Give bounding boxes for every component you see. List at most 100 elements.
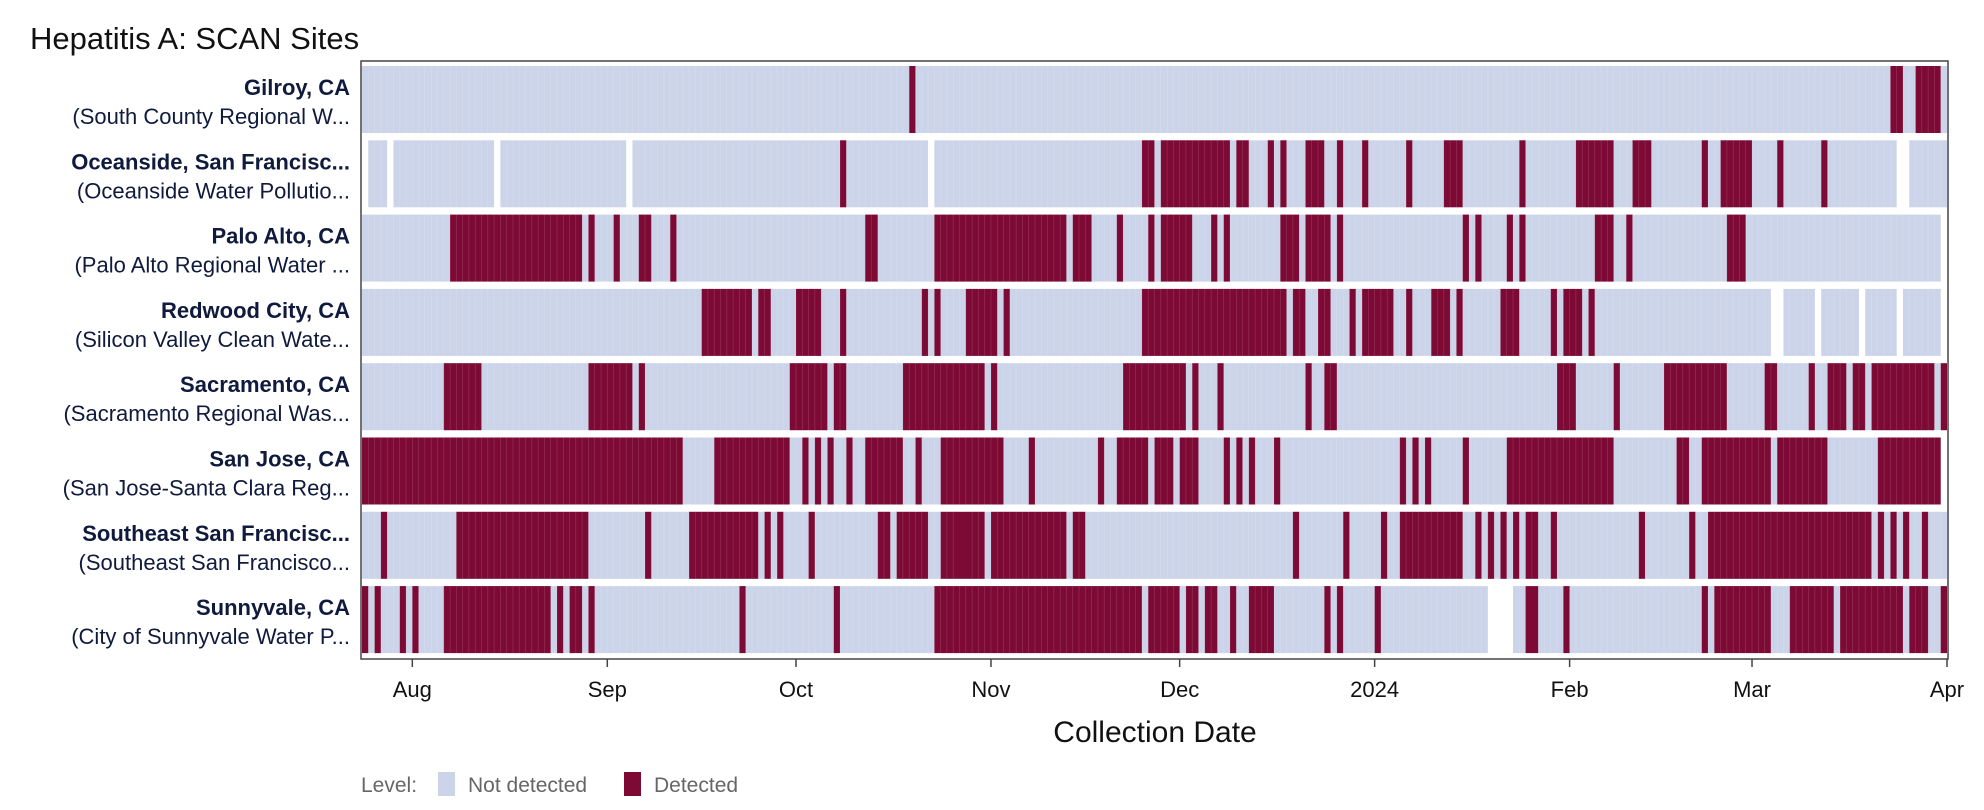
detected-cell xyxy=(569,586,583,654)
detected-cell xyxy=(1519,140,1526,208)
x-tick-label: Aug xyxy=(393,677,432,702)
detected-cell xyxy=(1506,437,1614,505)
detected-cell xyxy=(1550,288,1558,356)
detected-cell xyxy=(638,363,646,431)
x-axis: Aug Sep Oct Nov Dec 2024 Feb Mar Apr xyxy=(393,659,1964,702)
detected-cell xyxy=(1116,214,1124,282)
x-tick-label: Sep xyxy=(588,677,627,702)
detected-cell xyxy=(1940,363,1947,431)
detected-cell xyxy=(1676,437,1690,505)
not-detected-cell xyxy=(362,511,960,579)
detected-cell xyxy=(399,586,407,654)
site-plant-label: (Sacramento Regional Was... xyxy=(63,401,350,426)
detected-cell xyxy=(456,511,589,579)
detected-cell xyxy=(1777,437,1828,505)
detected-cell xyxy=(934,288,941,356)
x-tick-label: 2024 xyxy=(1350,677,1399,702)
detected-cell xyxy=(638,214,652,282)
detected-cell xyxy=(1154,437,1174,505)
detected-cell xyxy=(1406,140,1413,208)
site-row xyxy=(362,288,1941,356)
x-tick-label: Oct xyxy=(779,677,813,702)
not-detected-cell xyxy=(632,140,929,208)
detected-cell xyxy=(1462,437,1469,505)
detected-cell xyxy=(362,437,683,505)
detected-cell xyxy=(362,586,369,654)
site-plant-label: (Oceanside Water Pollutio... xyxy=(77,178,350,203)
detected-cell xyxy=(1217,363,1224,431)
detected-cell xyxy=(1519,214,1526,282)
detected-cell xyxy=(1821,140,1828,208)
detected-cell xyxy=(374,586,381,654)
x-tick-label: Dec xyxy=(1160,677,1199,702)
detected-cell xyxy=(1594,214,1614,282)
detected-cell xyxy=(1557,363,1576,431)
legend-label-detected: Detected xyxy=(654,774,738,797)
site-row xyxy=(362,66,1947,133)
detected-cell xyxy=(1179,437,1199,505)
site-name-label: San Jose, CA xyxy=(209,447,350,472)
not-detected-cell xyxy=(1513,586,1526,654)
site-row xyxy=(362,586,1947,654)
not-detected-cell xyxy=(1902,288,1941,356)
not-detected-cell xyxy=(368,140,388,208)
detected-cell xyxy=(1431,288,1451,356)
detected-cell xyxy=(1764,363,1778,431)
detected-cell xyxy=(802,437,809,505)
detected-cell xyxy=(613,214,620,282)
site-row xyxy=(362,214,1941,282)
legend-label-not-detected: Not detected xyxy=(468,774,587,797)
detected-cell xyxy=(1336,214,1344,282)
detected-cell xyxy=(1380,511,1388,579)
detected-cell xyxy=(1613,363,1620,431)
detected-cell xyxy=(1808,363,1815,431)
detected-cell xyxy=(1500,288,1520,356)
detected-cell xyxy=(1324,363,1337,431)
detected-cell xyxy=(588,214,595,282)
detected-cell xyxy=(833,363,847,431)
site-row xyxy=(362,363,1947,431)
detected-cell xyxy=(1877,437,1941,505)
detected-cell xyxy=(1148,214,1155,282)
detected-cell xyxy=(1902,511,1910,579)
detected-cell xyxy=(701,288,752,356)
detected-cell xyxy=(1726,214,1746,282)
detected-cell xyxy=(556,586,564,654)
detected-cell xyxy=(840,140,847,208)
detected-cell xyxy=(1123,363,1186,431)
detected-cell xyxy=(1777,140,1784,208)
detected-cell xyxy=(846,437,853,505)
x-tick-label: Nov xyxy=(971,677,1010,702)
detected-cell xyxy=(865,214,878,282)
not-detected-cell xyxy=(362,66,1947,133)
detected-cell xyxy=(1412,437,1419,505)
detected-cell xyxy=(1248,437,1256,505)
detected-cell xyxy=(940,437,1004,505)
site-name-label: Oceanside, San Francisc... xyxy=(71,149,350,174)
detected-cell xyxy=(450,214,583,282)
detected-cell xyxy=(1185,586,1199,654)
detected-cell xyxy=(1632,140,1652,208)
detected-cell xyxy=(1890,66,1903,133)
site-name-label: Palo Alto, CA xyxy=(211,224,350,249)
not-detected-cell xyxy=(362,288,1771,356)
detected-cell xyxy=(1707,511,1872,579)
x-tick-label: Mar xyxy=(1733,677,1771,702)
sample-stripes xyxy=(367,363,1941,431)
detected-cell xyxy=(1229,586,1237,654)
detected-cell xyxy=(1292,511,1300,579)
detected-cell xyxy=(739,586,746,654)
heatmap-rows: Gilroy, CA (South County Regional W... Oce… xyxy=(63,66,1947,654)
detected-cell xyxy=(1349,288,1356,356)
detected-cell xyxy=(1248,586,1275,654)
not-detected-cell xyxy=(1783,288,1815,356)
detected-cell xyxy=(1211,214,1218,282)
site-name-label: Sunnyvale, CA xyxy=(196,595,350,620)
detected-cell xyxy=(1003,288,1010,356)
detected-cell xyxy=(1563,288,1583,356)
detected-cell xyxy=(840,288,847,356)
detected-cell xyxy=(934,586,1142,654)
detected-cell xyxy=(588,586,595,654)
detected-cell xyxy=(814,437,822,505)
